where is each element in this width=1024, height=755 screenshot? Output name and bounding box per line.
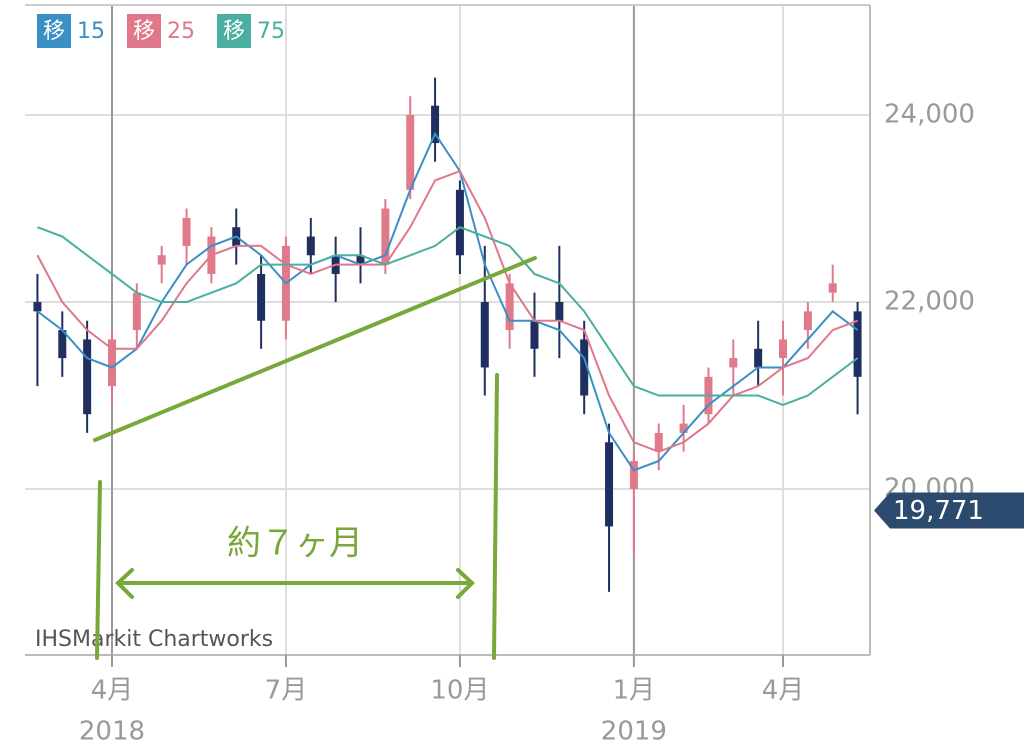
legend-badge: 移: [223, 19, 245, 44]
y-tick-label: 22,000: [884, 287, 975, 317]
x-tick-label: 4月: [762, 676, 805, 706]
candle-body: [605, 442, 614, 527]
handwriting: [93, 256, 537, 660]
candle-body: [132, 292, 141, 331]
candle-body: [480, 302, 489, 368]
candle-body: [455, 189, 464, 256]
candle-body: [679, 423, 688, 433]
marks: [33, 77, 862, 592]
last-price-tag: [874, 492, 1024, 529]
legend-label: 15: [77, 19, 105, 44]
candle-body: [257, 273, 266, 321]
candle-body: [828, 283, 837, 293]
x-year-label: 2019: [601, 717, 667, 747]
credit: IHSMarkit Chartworks: [35, 627, 273, 652]
candle-body: [779, 339, 788, 359]
last-price-label: 19,771: [893, 496, 984, 526]
candle-body: [803, 311, 812, 331]
annotation: 約７ヶ月: [227, 524, 363, 564]
arrow-head: [115, 568, 134, 599]
candle-body: [729, 358, 738, 368]
x-year-label: 2018: [79, 717, 145, 747]
candle-body: [83, 339, 92, 415]
candle-body: [356, 255, 365, 265]
candle-body: [157, 255, 166, 265]
candle-body: [306, 236, 315, 256]
trend-line: [93, 256, 537, 442]
legend-label: 75: [257, 19, 285, 44]
candle-body: [654, 432, 663, 452]
legend-badge-box: [217, 14, 251, 48]
candle-body: [58, 330, 67, 359]
x-tick-label: 4月: [91, 676, 134, 706]
legend-badge-box: [37, 14, 71, 48]
x-tick-label: 1月: [613, 676, 656, 706]
candle-body: [505, 283, 514, 331]
arrow-head: [456, 568, 475, 599]
legend-badge: 移: [43, 19, 65, 44]
legend-label: 25: [167, 19, 195, 44]
candle-body: [33, 302, 42, 312]
x-tick-label: 7月: [265, 676, 308, 706]
marker-line: [492, 373, 499, 660]
candle-body: [406, 115, 415, 190]
candle-body: [381, 208, 390, 265]
candle-body: [530, 320, 539, 349]
marker-line: [95, 480, 102, 660]
candle-body: [853, 311, 862, 377]
candle-body: [107, 339, 116, 387]
legend-badge: 移: [133, 19, 155, 44]
x-tick-label: 10月: [430, 676, 489, 706]
candle-body: [182, 217, 191, 246]
candle-body: [555, 302, 564, 321]
candle-body: [580, 339, 589, 396]
candle-body: [629, 460, 638, 490]
legend-badge-box: [127, 14, 161, 48]
ma-line: [37, 226, 859, 406]
candle-body: [431, 105, 440, 144]
candle-body: [754, 348, 763, 368]
y-tick-label: 24,000: [884, 100, 975, 130]
